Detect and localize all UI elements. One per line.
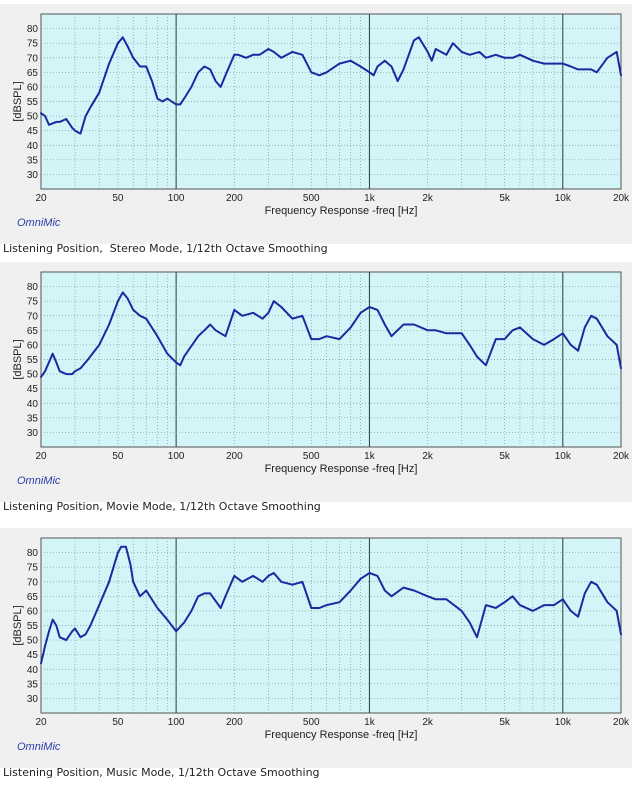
x-tick-label: 20 <box>35 193 47 204</box>
y-tick-label: 55 <box>27 621 39 632</box>
x-tick-label: 20 <box>35 717 47 728</box>
x-tick-label: 50 <box>112 717 124 728</box>
y-tick-label: 35 <box>27 155 39 166</box>
x-tick-label: 200 <box>226 451 243 462</box>
x-tick-label: 20k <box>613 451 630 462</box>
y-tick-label: 70 <box>27 53 39 64</box>
y-tick-label: 80 <box>27 282 39 293</box>
y-tick-label: 80 <box>27 24 39 35</box>
x-tick-label: 10k <box>555 717 572 728</box>
x-axis-label: Frequency Response -freq [Hz] <box>265 205 418 217</box>
y-tick-label: 55 <box>27 355 39 366</box>
y-tick-label: 75 <box>27 297 39 308</box>
x-tick-label: 2k <box>422 193 434 204</box>
y-tick-label: 30 <box>27 694 39 705</box>
y-tick-label: 45 <box>27 126 39 137</box>
y-tick-label: 55 <box>27 97 39 108</box>
y-tick-label: 45 <box>27 650 39 661</box>
x-tick-label: 1k <box>364 451 376 462</box>
y-tick-label: 75 <box>27 563 39 574</box>
y-tick-label: 70 <box>27 577 39 588</box>
brand-label: OmniMic <box>17 475 61 487</box>
chart-panel-movie: 30 35 40 45 50 55 60 65 70 75 80 20 50 100 200 500 1k 2k 5… <box>0 262 632 513</box>
brand-label: OmniMic <box>17 217 61 229</box>
chart-caption: Listening Position, Music Mode, 1/12th O… <box>3 766 320 779</box>
chart-caption: Listening Position, Stereo Mode, 1/12th … <box>3 242 328 255</box>
x-tick-label: 100 <box>168 193 185 204</box>
y-tick-label: 70 <box>27 311 39 322</box>
y-tick-label: 35 <box>27 679 39 690</box>
x-tick-label: 5k <box>499 193 511 204</box>
chart-caption: Listening Position, Movie Mode, 1/12th O… <box>3 500 321 513</box>
series-line <box>40 36 622 135</box>
x-tick-label: 1k <box>364 193 376 204</box>
x-tick-label: 500 <box>303 193 320 204</box>
chart-panel-stereo: 30 35 40 45 50 55 60 65 70 75 80 20 50 100 200 500 1k 2k 5… <box>0 4 632 255</box>
y-tick-label: 35 <box>27 413 39 424</box>
series-line <box>40 545 622 665</box>
y-tick-label: 30 <box>27 428 39 439</box>
x-tick-label: 500 <box>303 717 320 728</box>
x-tick-label: 5k <box>499 451 511 462</box>
y-tick-label: 60 <box>27 82 39 93</box>
y-axis-label: [dBSPL] <box>12 339 24 379</box>
y-tick-label: 50 <box>27 112 39 123</box>
y-tick-label: 75 <box>27 39 39 50</box>
x-tick-label: 1k <box>364 717 376 728</box>
y-tick-label: 50 <box>27 370 39 381</box>
y-tick-label: 60 <box>27 340 39 351</box>
y-tick-label: 30 <box>27 170 39 181</box>
y-tick-label: 65 <box>27 326 39 337</box>
brand-label: OmniMic <box>17 741 61 753</box>
x-tick-label: 2k <box>422 717 434 728</box>
x-tick-label: 20k <box>613 193 630 204</box>
x-axis-label: Frequency Response -freq [Hz] <box>265 729 418 741</box>
x-tick-label: 2k <box>422 451 434 462</box>
y-tick-label: 40 <box>27 665 39 676</box>
y-tick-label: 80 <box>27 548 39 559</box>
y-tick-label: 50 <box>27 636 39 647</box>
y-tick-label: 45 <box>27 384 39 395</box>
series-line <box>40 291 622 378</box>
y-tick-label: 60 <box>27 606 39 617</box>
x-tick-label: 50 <box>112 193 124 204</box>
chart-svg: 30 35 40 45 50 55 60 65 70 75 80 20 50 100 200 500 1k 2k 5… <box>12 13 630 229</box>
y-axis-label: [dBSPL] <box>12 81 24 121</box>
x-tick-label: 50 <box>112 451 124 462</box>
y-tick-label: 65 <box>27 592 39 603</box>
y-tick-label: 40 <box>27 141 39 152</box>
x-tick-label: 200 <box>226 717 243 728</box>
y-axis-label: [dBSPL] <box>12 605 24 645</box>
x-tick-label: 20k <box>613 717 630 728</box>
x-axis-label: Frequency Response -freq [Hz] <box>265 463 418 475</box>
chart-svg: 30 35 40 45 50 55 60 65 70 75 80 20 50 100 200 500 1k 2k 5… <box>12 537 630 753</box>
y-tick-label: 65 <box>27 68 39 79</box>
x-tick-label: 5k <box>499 717 511 728</box>
chart-panel-music: 30 35 40 45 50 55 60 65 70 75 80 20 50 100 200 500 1k 2k 5… <box>0 528 632 779</box>
y-tick-label: 40 <box>27 399 39 410</box>
x-tick-label: 10k <box>555 451 572 462</box>
x-tick-label: 100 <box>168 451 185 462</box>
x-tick-label: 20 <box>35 451 47 462</box>
x-tick-label: 100 <box>168 717 185 728</box>
x-tick-label: 10k <box>555 193 572 204</box>
chart-svg: 30 35 40 45 50 55 60 65 70 75 80 20 50 100 200 500 1k 2k 5… <box>12 271 630 487</box>
x-tick-label: 200 <box>226 193 243 204</box>
x-tick-label: 500 <box>303 451 320 462</box>
